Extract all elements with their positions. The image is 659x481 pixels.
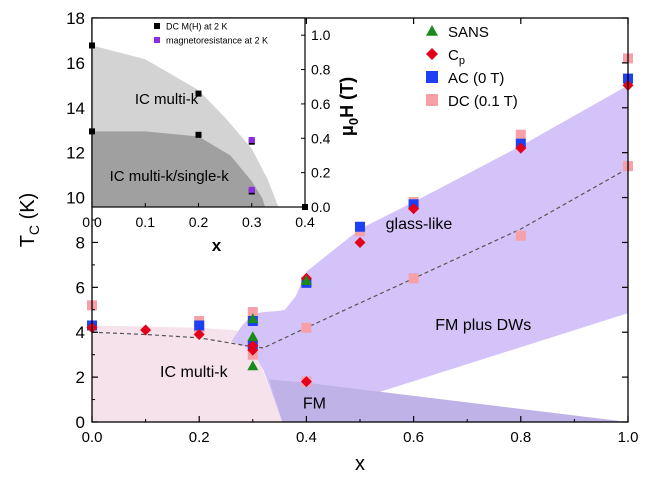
region-label-ic-multi-k: IC multi-k: [160, 364, 229, 381]
data-point: [300, 376, 312, 388]
inset-data-point: [195, 90, 202, 97]
y-tick-label: 16: [66, 54, 85, 73]
data-point: [301, 322, 312, 333]
inset-data-point: [248, 186, 255, 193]
y-tick-label: 0: [76, 413, 85, 432]
inset-y-tick-label: 0.6: [311, 96, 331, 112]
y-tick-label: 8: [76, 233, 85, 252]
y-tick-label: 12: [66, 144, 85, 163]
inset-region-ic-multi-k-single-k: [92, 131, 266, 207]
y-tick-label: 14: [66, 99, 85, 118]
y-tick-label: 4: [76, 323, 85, 342]
inset-x-tick-label: 0.0: [82, 214, 102, 230]
inset-data-point: [195, 131, 202, 138]
y-axis-label: TC (K): [17, 193, 42, 248]
inset-region-label-ic-multi-k-single-k: IC multi-k/single-k: [110, 168, 230, 185]
inset-x-axis-label: x: [212, 236, 222, 255]
main-phase-regions: [92, 85, 629, 422]
data-point: [300, 275, 312, 285]
main-legend: SANS Cp AC (0 T) DC (0.1 T): [426, 24, 518, 110]
x-tick-label: 0.6: [403, 429, 424, 446]
x-tick-label: 0.8: [510, 429, 531, 446]
inset-data-point: [248, 136, 255, 143]
data-point: [247, 360, 259, 371]
data-point: [247, 331, 259, 342]
data-point: [408, 203, 420, 215]
data-point: [247, 344, 259, 356]
data-point: [515, 142, 527, 154]
legend-marker: [426, 25, 438, 36]
x-tick-label: 0.0: [82, 429, 103, 446]
inset-x-tick-label: 0.1: [136, 214, 156, 230]
data-point: [354, 236, 366, 248]
data-point: [140, 324, 152, 336]
data-point: [355, 221, 365, 232]
legend-marker: [426, 48, 438, 60]
region-ic-multi-k: [92, 325, 283, 422]
inset-x-tick-label: 0.3: [242, 214, 262, 230]
inset-x-tick-label: 0.2: [189, 214, 209, 230]
region-label-fm-plus-dws: FM plus DWs: [435, 317, 531, 334]
legend-label: Cp: [448, 47, 465, 67]
legend-label: DC (0.1 T): [448, 93, 518, 110]
main-axes: 0.0 0.2 0.4 0.6 0.8 1.0 0 2 4 6 8 10 12 14 16 18 x TC (K): [17, 9, 638, 475]
inset-y-tick-label: 0.8: [311, 62, 331, 78]
legend-marker: [426, 71, 438, 83]
region-label-glass-like: glass-like: [386, 216, 453, 233]
main-region-labels: IC multi-k FM FM plus DWs glass-like: [160, 216, 531, 413]
inset-legend-label: magnetoresistance at 2 K: [166, 36, 268, 46]
inset-legend-marker: [154, 23, 160, 29]
region-fm-plus-dws: [231, 85, 629, 422]
y-tick-label: 2: [76, 368, 85, 387]
inset-legend-label: DC M(H) at 2 K: [166, 22, 228, 32]
y-tick-label: 18: [66, 9, 85, 28]
y-tick-label: 10: [66, 189, 85, 208]
region-fm: [268, 379, 628, 422]
inset-region-label-ic-multi-k: IC multi-k: [135, 91, 199, 108]
x-tick-label: 0.2: [189, 429, 210, 446]
region-label-fm: FM: [303, 396, 326, 413]
data-point: [194, 320, 205, 331]
y-tick-label: 6: [76, 278, 85, 297]
inset-legend-marker: [154, 37, 160, 43]
inset-y-tick-label: 0.4: [311, 130, 331, 146]
inset-y-tick-label: 0.2: [311, 165, 331, 181]
x-tick-label: 1.0: [618, 429, 639, 446]
data-point: [515, 230, 526, 241]
legend-marker: [426, 94, 438, 106]
data-point: [408, 273, 419, 284]
data-point: [515, 129, 526, 140]
data-point: [193, 328, 205, 340]
inset-y-axis-label: μ0H (T): [337, 77, 361, 136]
legend-label: AC (0 T): [448, 70, 504, 87]
legend-label: SANS: [448, 24, 489, 41]
data-point: [247, 307, 258, 318]
inset-x-tick-label: 0.4: [295, 214, 315, 230]
inset-y-tick-label: 0.0: [311, 199, 331, 215]
data-point: [247, 313, 259, 324]
x-axis-label: x: [355, 453, 365, 475]
inset-y-tick-label: 1.0: [311, 27, 331, 43]
x-tick-label: 0.4: [296, 429, 317, 446]
